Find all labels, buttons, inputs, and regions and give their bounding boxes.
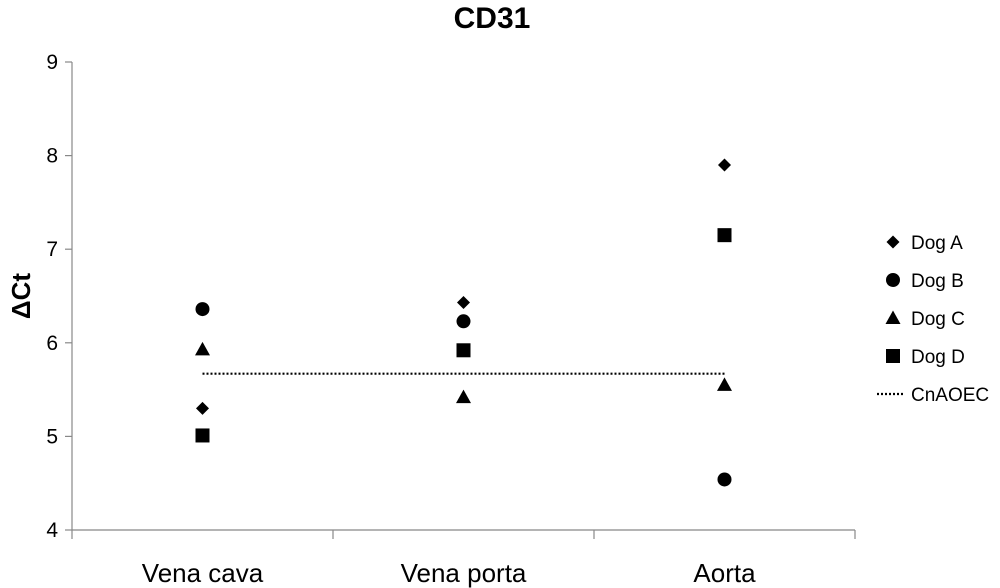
legend-label: Dog B [911,271,964,292]
x-category-label: Vena cava [142,558,264,588]
legend-marker-triangle [885,310,901,324]
data-point-circle [717,472,732,487]
legend-label: Dog C [911,309,965,330]
data-point-triangle [717,377,732,391]
legend-marker-square [886,349,900,363]
x-category-label: Aorta [693,558,756,588]
data-point-circle [195,302,210,317]
y-tick-label: 6 [46,332,58,355]
data-point-circle [456,314,471,329]
data-point-triangle [456,389,471,404]
y-tick-label: 5 [46,425,58,448]
data-point-diamond [196,401,209,415]
data-point-square [456,343,471,358]
x-category-label: Vena porta [401,558,527,588]
chart-title: CD31 [454,2,531,35]
legend: Dog A Dog B Dog C Dog D CnAOEC [877,233,989,406]
legend-label: Dog D [911,347,965,368]
y-tick-label: 8 [46,145,58,168]
legend-marker-diamond [886,235,900,249]
data-point-diamond [457,296,470,310]
legend-marker-circle [886,273,900,287]
data-point-diamond [718,158,731,172]
y-tick-label: 4 [46,519,58,542]
y-tick-label: 7 [46,238,58,261]
y-axis-title: ΔCt [6,273,36,319]
legend-label: CnAOEC [911,385,989,406]
data-point-square [195,428,210,443]
axes: 4 5 6 7 8 9 Vena cava Vena porta Aorta [46,51,856,588]
y-tick-label: 9 [46,51,58,74]
legend-label: Dog A [911,233,963,254]
data-point-square [717,228,732,243]
data-point-triangle [195,341,210,356]
data-points [195,158,732,487]
